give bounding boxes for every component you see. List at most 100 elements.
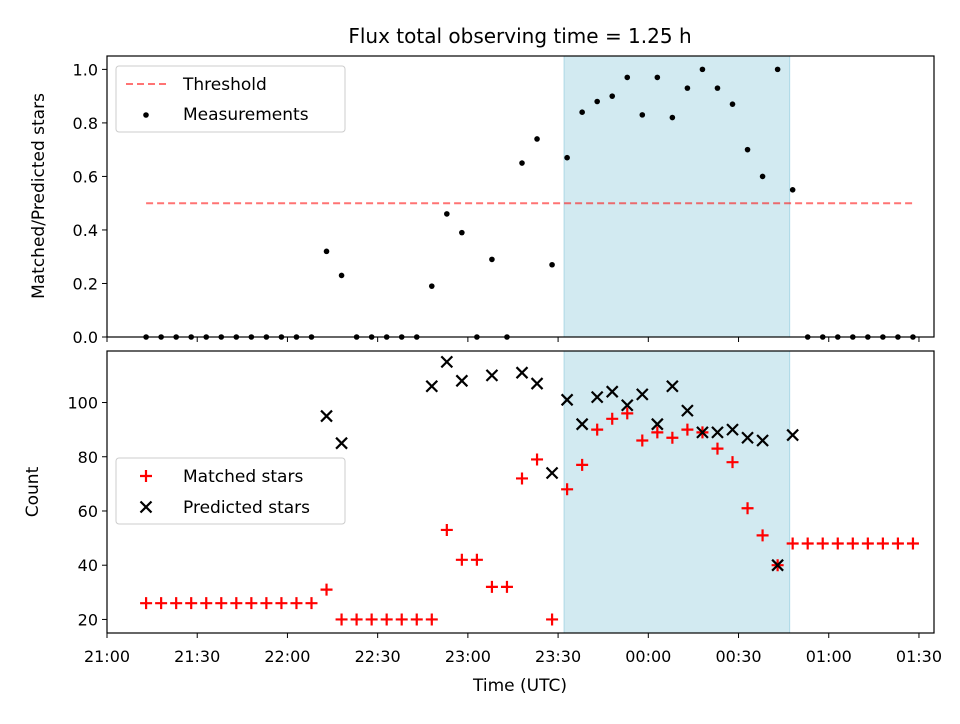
chart-title: Flux total observing time = 1.25 h: [348, 24, 691, 48]
measurement-point: [579, 109, 585, 115]
matched-star-point: [561, 483, 574, 496]
predicted-star-point: [756, 434, 769, 447]
matched-star-point: [185, 597, 198, 610]
top-y-axis-label: Matched/Predicted stars: [29, 93, 49, 299]
matched-star-point: [741, 502, 754, 515]
matched-star-point: [335, 613, 348, 626]
matched-star-point: [606, 412, 619, 425]
bottom-x-tick-label: 21:00: [84, 647, 130, 666]
matched-star-point: [666, 431, 679, 444]
measurement-point: [774, 66, 781, 73]
bottom-y-tick-label: 100: [67, 394, 98, 413]
measurement-point: [444, 211, 450, 217]
measurement-point: [519, 160, 525, 166]
matched-star-point: [636, 434, 649, 447]
matched-star-point: [591, 423, 604, 436]
matched-star-point: [621, 407, 634, 420]
predicted-star-point: [560, 393, 574, 407]
matched-star-point: [861, 537, 874, 550]
measurement-point: [744, 146, 751, 153]
measurement-point: [323, 248, 330, 255]
legend-measurement-swatch: [143, 112, 149, 118]
top-y-tick-label: 0.0: [73, 328, 98, 347]
matched-star-point: [350, 613, 363, 626]
predicted-star-point: [696, 426, 709, 439]
measurement-point: [759, 173, 766, 180]
matched-star-point: [470, 553, 483, 566]
predicted-star-point: [726, 423, 739, 436]
top-y-tick-label: 1.0: [73, 60, 98, 79]
predicted-star-point: [681, 404, 694, 417]
bottom-y-tick-label: 60: [78, 502, 98, 521]
observing-span: [563, 55, 791, 338]
top-legend-box: [115, 65, 346, 133]
legend-matched-swatch: [140, 470, 152, 482]
legend-predicted-swatch: [139, 500, 153, 514]
matched-star-point: [831, 537, 844, 550]
predicted-star-point: [786, 428, 799, 442]
matched-star-point: [140, 597, 153, 610]
measurement-point: [699, 66, 706, 73]
measurement-point: [489, 256, 495, 263]
matched-star-point: [786, 537, 799, 550]
bottom-x-tick-label: 23:30: [535, 647, 581, 666]
measurement-point: [624, 74, 631, 81]
predicted-star-point: [741, 431, 754, 445]
measurement-point: [669, 114, 676, 121]
bottom-x-tick-label: 23:00: [445, 647, 491, 666]
matched-star-point: [215, 597, 228, 610]
bottom-x-tick-label: 22:30: [355, 647, 401, 666]
matched-star-point: [876, 537, 889, 550]
matched-star-point: [320, 583, 333, 596]
matched-star-point: [410, 613, 423, 626]
matched-star-point: [425, 613, 438, 626]
predicted-star-point: [485, 369, 499, 382]
predicted-star-point: [575, 417, 589, 431]
bottom-x-tick-label: 21:30: [174, 647, 220, 666]
matched-star-point: [305, 597, 318, 610]
x-axis-label: Time (UTC): [472, 676, 567, 696]
bottom-x-tick-label: 00:30: [715, 647, 761, 666]
measurement-point: [639, 112, 646, 118]
matched-star-point: [245, 597, 258, 610]
bottom-y-tick-label: 40: [78, 556, 98, 575]
top-y-tick-label: 0.2: [73, 274, 98, 293]
bottom-axes-frame: [106, 350, 935, 634]
predicted-star-point: [425, 379, 439, 393]
predicted-star-point: [530, 377, 544, 390]
matched-star-point: [485, 580, 498, 593]
matched-star-point: [170, 597, 183, 610]
top-panel: 0.0 0.2 0.4 0.6 0.8 1.0 Threshold Measurements: [73, 55, 935, 347]
matched-star-point: [500, 580, 513, 593]
matched-star-point: [531, 453, 544, 466]
matched-star-point: [711, 442, 724, 455]
legend-predicted-label: Predicted stars: [183, 498, 310, 518]
measurement-point: [459, 229, 465, 236]
measurement-point: [684, 85, 691, 91]
legend-matched-label: Matched stars: [183, 467, 303, 487]
measurement-point: [609, 93, 616, 99]
measurement-point: [654, 74, 661, 81]
predicted-star-point: [605, 385, 619, 398]
predicted-star-point: [335, 436, 348, 450]
observing-span: [563, 350, 791, 634]
matched-star-point: [576, 458, 589, 471]
matched-star-point: [906, 537, 919, 550]
bottom-x-tick-label: 01:30: [896, 647, 942, 666]
bottom-legend: Matched stars Predicted stars: [115, 457, 346, 525]
predicted-star-point: [666, 379, 679, 393]
legend-measurement-label: Measurements: [183, 105, 309, 125]
predicted-star-point: [711, 426, 724, 439]
matched-star-point: [801, 537, 814, 550]
bottom-y-axis-label: Count: [23, 466, 43, 517]
matched-star-point: [516, 472, 529, 485]
bottom-panel: 20 40 60 80 100 21:00 21:30 22:00 22:30 23:00 23:3…: [67, 350, 942, 666]
matched-star-point: [395, 613, 408, 626]
measurement-point: [594, 98, 600, 105]
measurement-point: [534, 136, 540, 142]
bottom-x-tick-label: 01:00: [806, 647, 852, 666]
predicted-star-point: [515, 366, 529, 379]
bottom-x-tick-label: 22:00: [264, 647, 310, 666]
legend-threshold-label: Threshold: [182, 75, 267, 95]
